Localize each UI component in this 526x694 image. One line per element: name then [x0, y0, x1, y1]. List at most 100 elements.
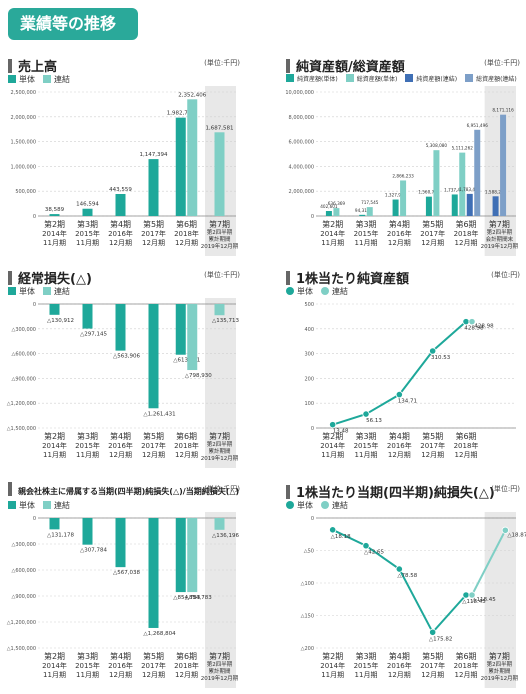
legend-swatch — [405, 74, 414, 82]
x-tick-label: 2016年 — [387, 441, 412, 450]
data-label: △78.58 — [397, 573, 417, 579]
y-tick-label: 200 — [304, 376, 314, 382]
x-tick-label: 11月期 — [43, 671, 66, 679]
x-tick-label: 累計期間 — [208, 667, 231, 675]
x-tick-label: 2017年 — [141, 661, 166, 670]
y-tick-label: 400 — [304, 327, 314, 333]
bar-連結 — [187, 304, 198, 371]
legend-item: 単体 — [8, 286, 35, 297]
x-tick-label: 第5期 — [422, 651, 443, 661]
x-tick-label: 11月期 — [355, 239, 378, 247]
title-marker — [286, 59, 290, 73]
x-tick-label: 第3期 — [355, 219, 376, 229]
data-label: △18.87 — [507, 532, 526, 538]
x-tick-label: 2016年 — [108, 441, 133, 450]
chart-legend: 単体 連結 — [8, 286, 78, 297]
x-tick-label: 第2四半期 — [207, 660, 233, 668]
chart-svg: 0△50△100△150△200第2期2014年11月期第3期2015年11月期… — [301, 512, 526, 688]
legend-label: 連結 — [54, 287, 70, 296]
legend-item: 総資産額(単体) — [345, 74, 397, 83]
x-tick-label: 2018年 — [174, 661, 199, 670]
bar-純資産額(単体) — [451, 194, 458, 216]
series-line-単体 — [332, 528, 467, 635]
chart-legend: 単体 連結 — [286, 286, 356, 297]
data-label: 5,111,262 — [452, 146, 474, 151]
x-tick-label: 11月期 — [321, 239, 344, 247]
data-label: △118.45 — [462, 599, 486, 605]
data-label: 2,866,233 — [392, 173, 414, 178]
x-tick-label: 2014年 — [42, 441, 67, 450]
x-tick-label: 第7期 — [209, 219, 230, 229]
x-tick-label: 2015年 — [75, 661, 100, 670]
y-tick-label: 0 — [33, 302, 36, 308]
bar-単体 — [175, 304, 186, 355]
legend-label: 単体 — [19, 501, 35, 510]
x-tick-label: 会計期間末 — [486, 235, 514, 243]
legend-swatch — [286, 501, 294, 509]
x-tick-label: 2015年 — [354, 441, 379, 450]
legend-item: 連結 — [321, 286, 348, 297]
bar-純資産額(単体) — [392, 199, 399, 216]
x-tick-label: 第4期 — [389, 651, 410, 661]
x-tick-label: 12月期 — [142, 239, 165, 247]
y-tick-label: 8,000,000 — [289, 115, 314, 121]
x-tick-label: 2014年 — [320, 441, 345, 450]
data-label: △563,906 — [113, 354, 140, 360]
y-tick-label: 100 — [304, 401, 314, 407]
chart-unit: (単位:千円) — [204, 271, 240, 279]
legend-label: 単体 — [19, 75, 35, 84]
x-tick-label: 11月期 — [321, 671, 344, 679]
data-label: 1,783,443 — [459, 187, 481, 192]
x-tick-label: 11月期 — [76, 671, 99, 679]
x-tick-label: 2015年 — [75, 229, 100, 238]
data-label: △1,261,431 — [143, 411, 175, 417]
data-label: △42.65 — [364, 550, 384, 556]
chart-title: 売上高 — [8, 56, 57, 75]
data-label: 13.48 — [333, 429, 349, 435]
data-label: 1,327,923 — [385, 193, 407, 198]
bar-単体 — [49, 214, 60, 216]
x-tick-label: 2017年 — [420, 441, 445, 450]
data-label: 428.98 — [474, 324, 494, 330]
x-tick-label: 第4期 — [110, 219, 131, 229]
x-tick-label: 2019年12月期 — [481, 242, 519, 250]
title-marker — [286, 271, 290, 285]
y-tick-label: △200 — [301, 646, 314, 652]
chart-unit: (単位:円) — [491, 271, 520, 279]
chart-title: 純資産額/総資産額 — [286, 56, 405, 75]
chart-unit: (単位:千円) — [484, 59, 520, 67]
bar-純資産額(連結) — [466, 193, 473, 216]
y-tick-label: 0 — [33, 516, 36, 522]
legend-swatch — [43, 501, 51, 509]
bar-連結 — [187, 99, 198, 216]
data-label: 134.71 — [398, 399, 417, 405]
data-label: 94,311 — [355, 208, 370, 213]
legend-label: 総資産額(連結) — [476, 76, 517, 83]
legend-label: 単体 — [297, 501, 313, 510]
x-tick-label: 2015年 — [354, 229, 379, 238]
x-tick-label: 第2四半期 — [207, 228, 233, 236]
x-tick-label: 累計期間 — [488, 667, 511, 675]
point-単体 — [462, 318, 470, 326]
x-tick-label: 第2四半期 — [487, 660, 513, 668]
legend-swatch — [8, 501, 16, 509]
x-tick-label: 第2四半期 — [207, 440, 233, 448]
point-単体 — [329, 421, 337, 429]
y-tick-label: △150 — [301, 614, 314, 620]
point-単体 — [395, 565, 403, 573]
legend-item: 連結 — [43, 286, 70, 297]
legend-label: 単体 — [19, 287, 35, 296]
x-tick-label: 第6期 — [455, 431, 476, 441]
x-tick-label: 12月期 — [388, 671, 411, 679]
chart-unit: (単位:千円) — [204, 59, 240, 67]
x-tick-label: 第7期 — [209, 431, 230, 441]
bar-単体 — [115, 193, 126, 216]
bar-総資産額(単体) — [333, 208, 340, 216]
x-tick-label: 12月期 — [388, 239, 411, 247]
legend-label: 純資産額(単体) — [297, 76, 338, 83]
y-tick-label: △50 — [304, 549, 314, 555]
bar-総資産額(連結) — [500, 114, 507, 216]
x-tick-label: 2014年 — [320, 229, 345, 238]
x-tick-label: 12月期 — [109, 671, 132, 679]
legend-label: 連結 — [332, 287, 348, 296]
